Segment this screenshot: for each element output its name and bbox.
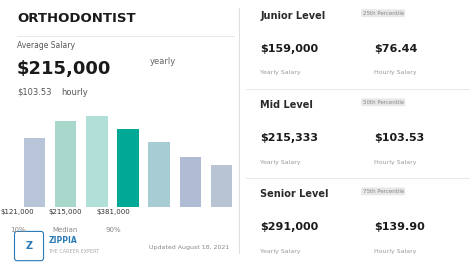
- Text: 90%: 90%: [105, 227, 121, 234]
- Text: Hourly Salary: Hourly Salary: [374, 249, 417, 254]
- Bar: [148, 142, 170, 207]
- Text: $76.44: $76.44: [374, 44, 418, 54]
- Bar: [180, 157, 201, 207]
- Bar: [86, 116, 108, 207]
- Text: Junior Level: Junior Level: [260, 11, 326, 21]
- Text: $381,000: $381,000: [96, 209, 130, 215]
- Text: $215,000: $215,000: [17, 60, 111, 78]
- Text: Mid Level: Mid Level: [260, 100, 313, 110]
- Text: yearly: yearly: [150, 57, 176, 66]
- Text: THE CAREER EXPERT: THE CAREER EXPERT: [48, 249, 100, 254]
- Text: 50th Percentile: 50th Percentile: [363, 100, 404, 105]
- Text: Senior Level: Senior Level: [260, 189, 329, 199]
- Text: Hourly Salary: Hourly Salary: [374, 70, 417, 76]
- Text: 10%: 10%: [10, 227, 26, 234]
- Text: Z: Z: [26, 241, 33, 251]
- Bar: [24, 138, 46, 207]
- Bar: [55, 121, 76, 207]
- Text: $121,000: $121,000: [1, 209, 35, 215]
- Text: 25th Percentile: 25th Percentile: [363, 11, 404, 16]
- Text: $103.53: $103.53: [17, 88, 51, 97]
- Bar: [117, 128, 139, 207]
- Text: Yearly Salary: Yearly Salary: [260, 249, 301, 254]
- Text: hourly: hourly: [62, 88, 88, 97]
- Text: ZIPPIA: ZIPPIA: [48, 236, 77, 245]
- Text: $103.53: $103.53: [374, 133, 424, 143]
- Text: Hourly Salary: Hourly Salary: [374, 160, 417, 165]
- Text: Yearly Salary: Yearly Salary: [260, 70, 301, 76]
- Text: $291,000: $291,000: [260, 222, 319, 232]
- Text: Median: Median: [53, 227, 78, 234]
- Text: $159,000: $159,000: [260, 44, 319, 54]
- Bar: [210, 165, 232, 207]
- Text: 75th Percentile: 75th Percentile: [363, 189, 404, 194]
- Text: Average Salary: Average Salary: [17, 41, 75, 50]
- Text: Yearly Salary: Yearly Salary: [260, 160, 301, 165]
- Text: $139.90: $139.90: [374, 222, 425, 232]
- Text: $215,333: $215,333: [260, 133, 319, 143]
- FancyBboxPatch shape: [15, 231, 44, 261]
- Text: $215,000: $215,000: [48, 209, 82, 215]
- Text: ORTHODONTIST: ORTHODONTIST: [17, 12, 136, 25]
- Text: Updated August 18, 2021: Updated August 18, 2021: [149, 245, 229, 250]
